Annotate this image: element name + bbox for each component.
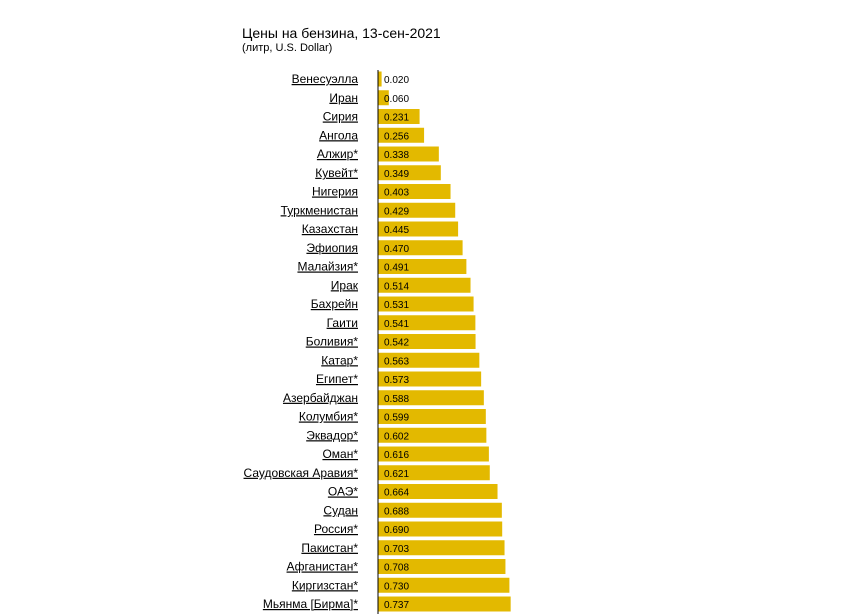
- data-label: 0.602: [384, 431, 409, 442]
- country-label[interactable]: Колумбия*: [299, 410, 358, 424]
- bar: [378, 540, 505, 556]
- country-label[interactable]: Нигерия: [312, 185, 358, 199]
- data-label: 0.429: [384, 206, 409, 217]
- country-label[interactable]: Ангола: [319, 128, 358, 142]
- data-label: 0.621: [384, 469, 409, 480]
- bar: [378, 202, 456, 218]
- chart-title: Цены на бензина, 13-сен-2021: [242, 25, 441, 41]
- country-label[interactable]: Азербайджан: [283, 391, 358, 405]
- data-label: 0.403: [384, 188, 409, 199]
- data-label: 0.542: [384, 338, 409, 349]
- data-label: 0.730: [384, 581, 409, 592]
- data-label: 0.664: [384, 488, 409, 499]
- country-label[interactable]: Афганистан*: [287, 560, 359, 574]
- data-label: 0.531: [384, 300, 409, 311]
- country-label[interactable]: Мьянма [Бирма]*: [263, 597, 358, 611]
- data-label: 0.616: [384, 450, 409, 461]
- country-label[interactable]: Россия*: [314, 522, 358, 536]
- data-label: 0.563: [384, 356, 409, 367]
- bar: [378, 277, 471, 293]
- country-label[interactable]: Алжир*: [317, 147, 358, 161]
- country-label[interactable]: Киргизстан*: [292, 578, 358, 592]
- data-label: 0.338: [384, 150, 409, 161]
- data-label: 0.588: [384, 394, 409, 405]
- data-label: 0.445: [384, 225, 409, 236]
- data-label: 0.690: [384, 525, 409, 536]
- country-label[interactable]: Ирак: [331, 278, 359, 292]
- country-label[interactable]: Эфиопия: [306, 241, 358, 255]
- bar: [378, 146, 439, 162]
- data-label: 0.737: [384, 600, 409, 611]
- bar: [378, 371, 482, 387]
- bar: [378, 184, 451, 199]
- country-label[interactable]: Пакистан*: [301, 541, 358, 555]
- bar: [378, 409, 486, 424]
- bar: [378, 465, 490, 481]
- country-label[interactable]: Венесуэлла: [292, 72, 359, 86]
- country-label[interactable]: Гаити: [327, 316, 358, 330]
- country-label[interactable]: Саудовская Аравия*: [244, 466, 359, 480]
- data-label: 0.514: [384, 281, 409, 292]
- data-label: 0.708: [384, 563, 409, 574]
- bar: [378, 221, 459, 237]
- bar: [378, 240, 463, 256]
- data-label: 0.349: [384, 169, 409, 180]
- country-label[interactable]: Кувейт*: [315, 166, 358, 180]
- country-label[interactable]: Судан: [323, 503, 358, 517]
- data-label: 0.541: [384, 319, 409, 330]
- bar: [378, 315, 476, 331]
- country-label[interactable]: ОАЭ*: [328, 485, 358, 499]
- data-label: 0.688: [384, 506, 409, 517]
- country-label[interactable]: Сирия: [323, 110, 358, 124]
- bar: [378, 334, 476, 349]
- data-label: 0.491: [384, 263, 409, 274]
- country-label[interactable]: Малайзия*: [297, 260, 358, 274]
- bar: [378, 521, 503, 537]
- data-label: 0.703: [384, 544, 409, 555]
- country-label[interactable]: Оман*: [322, 447, 358, 461]
- bar: [378, 596, 511, 612]
- bar: [378, 427, 487, 443]
- bar: [378, 165, 441, 181]
- data-label: 0.060: [384, 94, 409, 105]
- data-label: 0.599: [384, 413, 409, 424]
- bar: [378, 577, 510, 593]
- country-label[interactable]: Иран: [329, 91, 358, 105]
- bar: [378, 446, 489, 462]
- bar: [378, 71, 382, 87]
- country-label[interactable]: Египет*: [316, 372, 358, 386]
- country-label[interactable]: Туркменистан: [281, 203, 358, 217]
- country-label[interactable]: Казахстан: [302, 222, 358, 236]
- bar: [378, 90, 389, 106]
- bar: [378, 259, 467, 274]
- data-label: 0.573: [384, 375, 409, 386]
- bar: [378, 352, 480, 368]
- data-label: 0.231: [384, 113, 409, 124]
- chart-subtitle: (литр, U.S. Dollar): [242, 42, 333, 54]
- bar: [378, 296, 474, 312]
- country-label[interactable]: Боливия*: [306, 335, 359, 349]
- data-label: 0.470: [384, 244, 409, 255]
- country-label[interactable]: Эквадор*: [306, 428, 358, 442]
- country-label[interactable]: Катар*: [321, 353, 358, 367]
- bar: [378, 559, 506, 574]
- bar: [378, 390, 484, 406]
- bar: [378, 127, 425, 143]
- data-label: 0.256: [384, 131, 409, 142]
- bar: [378, 109, 420, 124]
- bar: [378, 484, 498, 499]
- country-label[interactable]: Бахрейн: [311, 297, 358, 311]
- data-label: 0.020: [384, 75, 409, 86]
- bar: [378, 502, 502, 518]
